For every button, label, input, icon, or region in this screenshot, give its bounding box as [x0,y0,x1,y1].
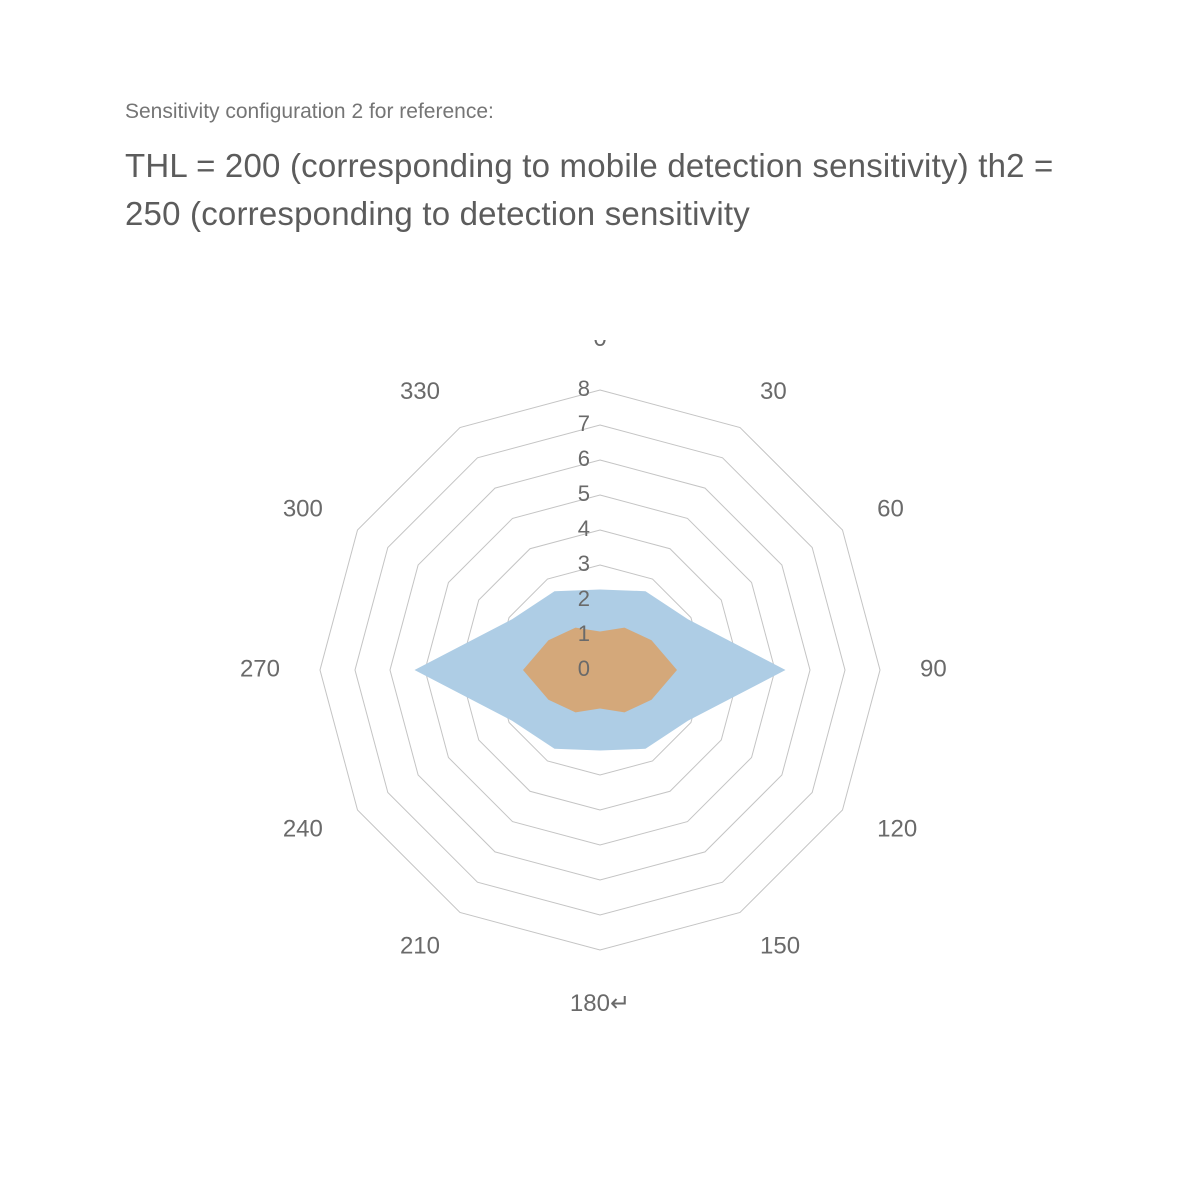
radar-tick-label: 1 [578,621,590,646]
radar-angle-label: 90 [920,655,947,682]
page-root: Sensitivity configuration 2 for referenc… [0,0,1200,1200]
radar-angle-label: 270 [240,655,280,682]
radar-tick-label: 5 [578,481,590,506]
radar-tick-label: 8 [578,376,590,401]
radar-tick-label: 4 [578,516,590,541]
radar-tick-label: 2 [578,586,590,611]
radar-angle-label: 0 [593,340,606,352]
radar-angle-label: 150 [760,932,800,959]
chart-headline: THL = 200 (corresponding to mobile detec… [125,142,1075,238]
radar-chart: 0 1 2 3 4 5 6 7 8 0 30 60 90 120 150 180↵ 210 240 270 300 33… [200,340,1000,1030]
radar-angle-label: 120 [877,815,917,842]
radar-tick-label: 3 [578,551,590,576]
radar-angle-label: 30 [760,378,787,405]
radar-tick-label: 6 [578,446,590,471]
radar-angle-label: 300 [283,495,323,522]
radar-tick-label: 0 [578,656,590,681]
radar-tick-label: 7 [578,411,590,436]
radar-angle-label: 240 [283,815,323,842]
chart-caption: Sensitivity configuration 2 for referenc… [125,100,1075,124]
radar-angle-label: 330 [400,378,440,405]
radar-angle-label: 180↵ [570,990,630,1017]
radar-chart-container: 0 1 2 3 4 5 6 7 8 0 30 60 90 120 150 180↵ 210 240 270 300 33… [0,340,1200,1030]
radar-angle-label: 210 [400,932,440,959]
radar-angle-label: 60 [877,495,904,522]
